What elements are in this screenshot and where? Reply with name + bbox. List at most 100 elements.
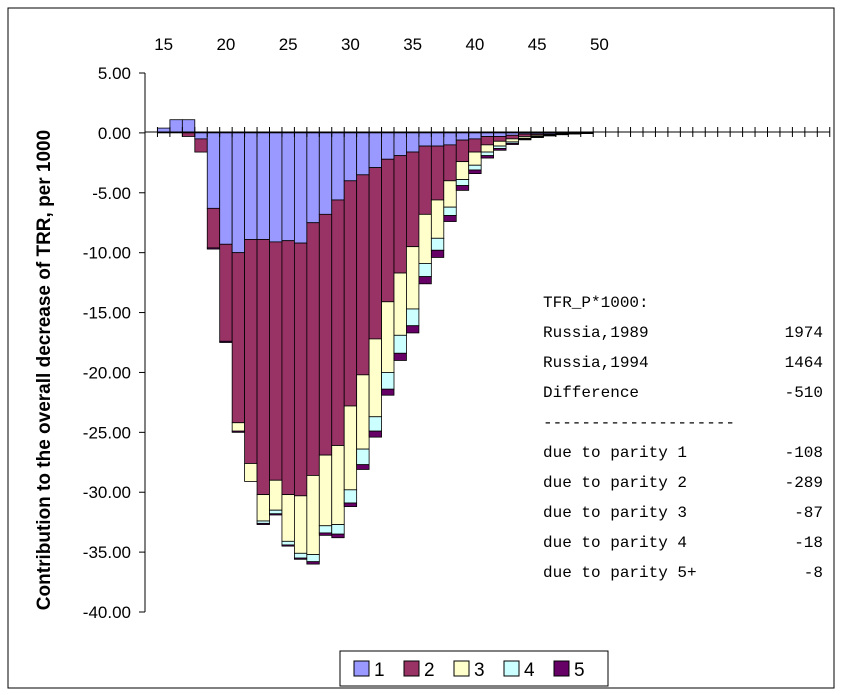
- legend-label-1[interactable]: 1: [374, 660, 385, 681]
- bar-age-30-parity-4: [343, 489, 358, 504]
- bar-age-39-parity-2: [455, 139, 470, 163]
- y-tick-label: -15.00: [83, 304, 131, 323]
- bar-age-23-parity-1: [256, 132, 270, 240]
- bar-age-24-parity-5: [269, 513, 283, 516]
- annotation-parity-label: due to parity 5+: [543, 564, 697, 582]
- bar-age-29-parity-3: [331, 445, 345, 525]
- bar-age-38-parity-1: [443, 132, 457, 146]
- annotation-parity-value: -108: [785, 444, 823, 462]
- y-tick-label: -20.00: [83, 363, 131, 382]
- bar-age-42-parity-3: [493, 140, 507, 147]
- bar-age-26-parity-5: [293, 557, 308, 560]
- y-tick-label: -5.00: [92, 184, 131, 203]
- legend-swatch-4[interactable]: [503, 660, 520, 677]
- bar-age-32-parity-3: [368, 338, 382, 418]
- legend-label-5[interactable]: 5: [574, 660, 585, 681]
- bar-age-28-parity-3: [318, 454, 333, 527]
- bar-age-31-parity-2: [356, 174, 370, 376]
- annotation-box: TFR_P*1000: Russia,1989 1974 Russia,1994 146…: [543, 294, 823, 582]
- x-tick-label: 35: [403, 35, 422, 54]
- bar-age-19-parity-5: [206, 247, 221, 250]
- bar-age-30-parity-3: [343, 405, 358, 491]
- legend-label-2[interactable]: 2: [424, 660, 435, 681]
- legend-swatch-1[interactable]: [353, 660, 370, 677]
- bar-age-40-parity-5: [468, 169, 482, 175]
- legend-label-4[interactable]: 4: [524, 660, 535, 681]
- bars-layer: [157, 119, 594, 565]
- x-tick-label: 40: [465, 35, 484, 54]
- bar-age-42-parity-2: [493, 136, 507, 142]
- bar-age-32-parity-4: [368, 416, 382, 432]
- bar-age-24-parity-1: [269, 132, 283, 243]
- legend-swatch-3[interactable]: [453, 660, 470, 677]
- bar-age-30-parity-1: [343, 132, 358, 182]
- legend[interactable]: 1 2 3 4 5: [339, 650, 609, 687]
- bar-age-35-parity-2: [406, 151, 420, 248]
- bar-age-34-parity-2: [393, 155, 407, 274]
- bar-age-31-parity-4: [356, 448, 370, 466]
- bar-age-37-parity-5: [430, 249, 445, 258]
- annotation-row-label: Russia,1994: [543, 354, 649, 372]
- bar-age-19-parity-2: [206, 207, 221, 249]
- bar-age-37-parity-3: [430, 199, 445, 239]
- bar-age-39-parity-3: [455, 161, 470, 181]
- annotation-parity-value: -8: [804, 564, 823, 582]
- bar-age-26-parity-4: [293, 552, 308, 559]
- bar-age-38-parity-5: [443, 215, 457, 222]
- bar-age-22-parity-2: [244, 239, 258, 464]
- bar-age-27-parity-4: [306, 554, 320, 563]
- y-tick-label: 0.00: [98, 124, 131, 143]
- annotation-parity-label: due to parity 2: [543, 474, 687, 492]
- annotation-parity-label: due to parity 1: [543, 444, 687, 462]
- annotation-row-value: 1464: [785, 354, 823, 372]
- legend-swatch-5[interactable]: [553, 660, 570, 677]
- annotation-row-label: Russia,1989: [543, 324, 649, 342]
- bar-age-20-parity-5: [219, 340, 233, 343]
- y-tick-label: -35.00: [83, 543, 131, 562]
- legend-label-3[interactable]: 3: [474, 660, 485, 681]
- bar-age-34-parity-4: [393, 334, 407, 354]
- bar-age-37-parity-4: [430, 237, 445, 251]
- bar-age-43-parity-2: [505, 134, 519, 140]
- bar-age-40-parity-4: [468, 164, 482, 171]
- bar-age-38-parity-3: [443, 180, 457, 208]
- x-tick-label: 20: [216, 35, 235, 54]
- y-tick-label: 5.00: [98, 64, 131, 83]
- bar-age-21-parity-2: [231, 252, 245, 424]
- bar-age-35-parity-4: [406, 308, 420, 327]
- bar-age-28-parity-5: [318, 532, 333, 536]
- bar-age-41-parity-2: [480, 136, 494, 146]
- bar-age-25-parity-4: [281, 540, 295, 546]
- bar-age-31-parity-5: [356, 464, 370, 470]
- bar-age-42-parity-1: [493, 132, 507, 137]
- bar-age-34-parity-3: [393, 272, 407, 336]
- bar-age-17-parity-1: [181, 119, 196, 134]
- bar-age-21-parity-5: [231, 430, 245, 433]
- y-tick-label: -10.00: [83, 244, 131, 263]
- bar-age-38-parity-4: [443, 206, 457, 216]
- bar-age-24-parity-2: [269, 241, 283, 481]
- bar-age-35-parity-1: [406, 132, 420, 153]
- bar-age-42-parity-5: [493, 148, 507, 151]
- bar-age-27-parity-5: [306, 561, 320, 565]
- bar-age-33-parity-5: [381, 388, 395, 396]
- legend-swatch-2[interactable]: [403, 660, 420, 677]
- bar-age-41-parity-4: [480, 151, 494, 157]
- bar-age-33-parity-2: [381, 158, 395, 303]
- bar-age-39-parity-4: [455, 179, 470, 186]
- bar-age-25-parity-3: [281, 494, 295, 542]
- bar-age-37-parity-1: [430, 132, 445, 147]
- bar-age-22-parity-1: [244, 132, 258, 240]
- bar-age-41-parity-3: [480, 144, 494, 153]
- bar-age-40-parity-1: [468, 132, 482, 140]
- bar-age-26-parity-1: [293, 132, 308, 244]
- y-axis-label: Contribution to the overall decrease of …: [34, 130, 55, 610]
- bar-age-40-parity-3: [468, 151, 482, 166]
- bar-age-34-parity-1: [393, 132, 407, 157]
- bar-age-23-parity-3: [256, 494, 270, 522]
- bar-age-23-parity-2: [256, 239, 270, 496]
- bar-age-24-parity-3: [269, 479, 283, 511]
- x-tick-label: 30: [341, 35, 360, 54]
- bar-age-25-parity-1: [281, 132, 295, 242]
